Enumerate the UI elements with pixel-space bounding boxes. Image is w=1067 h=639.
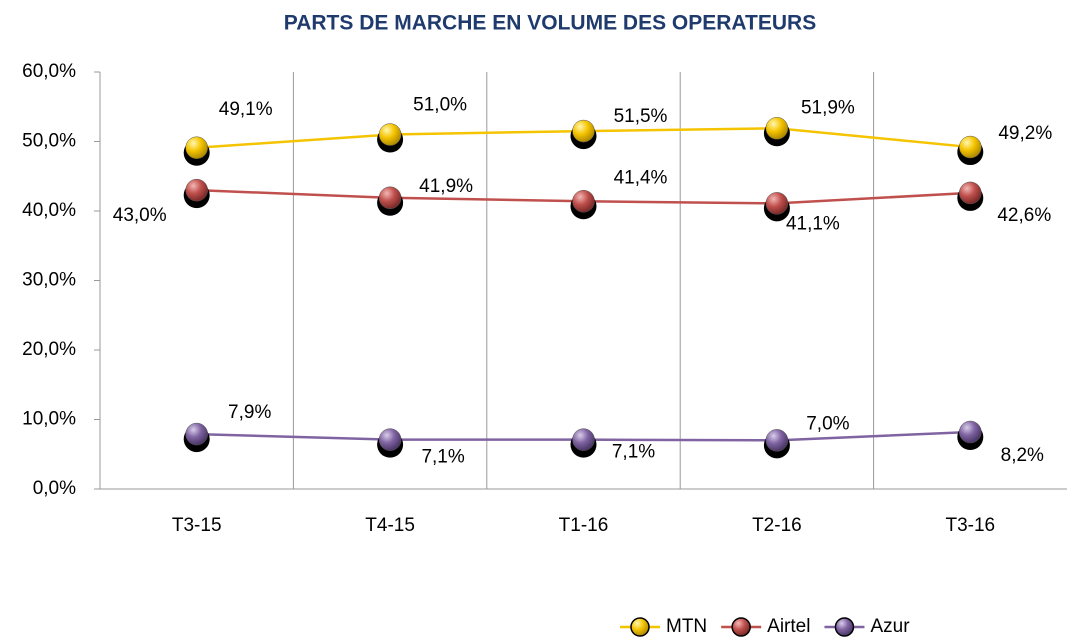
data-point [959,181,982,205]
data-label: 49,1% [219,99,273,120]
legend-label: MTN [666,616,707,637]
legend-label: Airtel [767,616,810,637]
data-point [185,422,208,446]
data-label: 51,5% [614,106,668,127]
data-point [378,123,402,146]
y-tick-label: 30,0% [22,270,76,291]
data-point [185,178,208,202]
y-tick-label: 10,0% [22,409,76,430]
data-point [572,119,595,143]
data-label: 8,2% [1001,445,1044,466]
data-point [765,117,789,140]
data-label: 43,0% [113,205,167,226]
legend-label: Azur [870,616,910,637]
y-tick-label: 0,0% [33,478,76,499]
data-point [959,135,982,159]
y-tick-label: 60,0% [22,61,76,82]
y-tick-label: 40,0% [22,200,76,221]
data-label: 41,9% [419,176,473,197]
legend-marker [630,617,650,637]
x-tick-label: T4-15 [365,515,415,536]
data-point [572,428,595,451]
data-point [959,420,982,444]
data-label: 51,9% [801,97,855,118]
data-label: 49,2% [998,123,1052,144]
data-point [572,190,595,213]
data-label: 41,1% [786,213,840,234]
legend-marker [731,617,751,637]
data-point [378,428,402,451]
data-label: 7,1% [421,447,464,468]
data-label: 42,6% [997,205,1051,226]
data-point [765,192,789,215]
data-label: 41,4% [614,167,668,188]
legend-marker [834,617,855,637]
y-tick-label: 50,0% [22,131,76,152]
y-tick-label: 20,0% [22,339,76,360]
data-point [378,186,402,210]
x-tick-label: T2-16 [752,515,802,536]
chart-title: PARTS DE MARCHE EN VOLUME DES OPERATEURS [284,12,816,35]
x-tick-label: T3-15 [172,515,222,536]
x-tick-label: T1-16 [559,515,609,536]
data-label: 51,0% [413,95,467,116]
data-label: 7,0% [806,413,849,434]
data-point [765,429,789,452]
x-tick-label: T3-16 [945,515,995,536]
data-label: 7,1% [612,442,655,463]
data-point [185,136,208,160]
data-label: 7,9% [228,402,271,423]
